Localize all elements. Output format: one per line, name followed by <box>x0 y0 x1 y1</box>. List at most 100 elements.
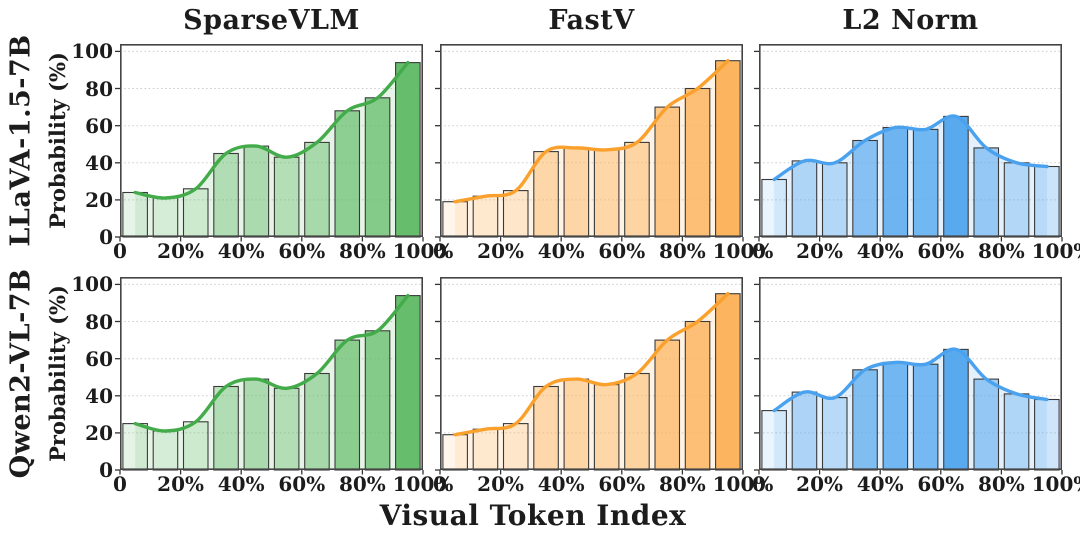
bar <box>533 151 559 238</box>
panel-border <box>120 277 423 470</box>
bar <box>973 378 1000 471</box>
bar <box>684 87 711 238</box>
x-tick-label: 40% <box>217 472 265 496</box>
bar <box>442 201 468 238</box>
x-tick-label: 0 <box>752 239 766 263</box>
x-tick-label: 100% <box>392 239 454 263</box>
x-tick-label: 60% <box>917 472 965 496</box>
y-tick-label: 80 <box>85 309 113 334</box>
trend-line <box>453 59 730 204</box>
bar <box>624 141 650 238</box>
chart-panel-llava-1-5-7b-fastv <box>435 44 744 242</box>
bar <box>912 128 939 238</box>
bar <box>715 293 741 471</box>
y-tick-label: 0 <box>99 225 113 249</box>
bar <box>912 363 939 471</box>
chart-panel-llava-1-5-7b-l2-norm <box>754 44 1063 242</box>
bar <box>213 385 239 471</box>
bar <box>533 385 559 471</box>
bar <box>213 152 239 238</box>
trend-line <box>772 114 1049 182</box>
x-tick-label: 0 <box>113 239 127 263</box>
x-tick-label: 20% <box>796 239 844 263</box>
panel-title-sparsevlm: SparseVLM <box>183 4 360 36</box>
x-tick-label: 100% <box>1031 472 1080 496</box>
chart-panel-qwen2-vl-7b-l2-norm <box>754 277 1063 475</box>
x-tick-label: 20% <box>157 472 205 496</box>
x-tick-label: 100% <box>392 472 454 496</box>
panel-border <box>759 277 1062 470</box>
bar <box>943 115 969 238</box>
x-tick-label: 100% <box>712 239 774 263</box>
x-tick-label: 80% <box>658 472 706 496</box>
row-label-0: LLaVA-1.5-7B <box>0 34 42 246</box>
bar <box>761 178 787 238</box>
chart-panel-qwen2-vl-7b-sparsevlm <box>115 277 424 475</box>
bar <box>182 188 209 238</box>
panel-title-fastv: FastV <box>548 4 635 36</box>
x-tick-label: 20% <box>477 239 525 263</box>
bar <box>882 361 909 471</box>
y-tick-label: 40 <box>85 150 113 175</box>
x-tick-label: 60% <box>278 472 326 496</box>
x-axis-label: Visual Token Index <box>379 499 687 532</box>
y-tick-label: 40 <box>85 383 113 408</box>
trend-line <box>133 60 410 200</box>
bar <box>563 147 590 238</box>
bar <box>273 156 300 238</box>
bar <box>1003 393 1030 471</box>
x-tick-label: 40% <box>217 239 265 263</box>
trend-line <box>453 292 730 437</box>
y-tick-label: 60 <box>85 113 113 138</box>
x-tick-label: 40% <box>537 472 585 496</box>
x-tick-label: 0 <box>113 472 127 496</box>
bar <box>821 397 848 471</box>
y-tick-label: 80 <box>85 76 113 101</box>
y-tick-label: 0 <box>99 458 113 482</box>
bar <box>395 62 421 238</box>
panel-border <box>759 44 1062 237</box>
bar <box>243 145 270 238</box>
x-tick-label: 100% <box>1031 239 1080 263</box>
bar <box>1034 165 1060 238</box>
x-tick-label: 20% <box>477 472 525 496</box>
bar <box>243 378 270 471</box>
bar <box>304 372 330 471</box>
bar <box>273 387 300 471</box>
x-tick-label: 0 <box>433 239 447 263</box>
bar <box>1034 398 1060 471</box>
x-tick-label: 20% <box>796 472 844 496</box>
x-tick-label: 80% <box>658 239 706 263</box>
bar <box>943 348 969 471</box>
chart-panel-llava-1-5-7b-sparsevlm <box>115 44 424 242</box>
trend-line <box>133 293 410 433</box>
x-tick-label: 60% <box>598 472 646 496</box>
bar <box>563 378 590 471</box>
bar <box>364 330 391 471</box>
bar <box>122 191 148 238</box>
bar <box>715 60 741 238</box>
bar <box>821 162 848 238</box>
row-label-text: LLaVA-1.5-7B <box>5 34 37 247</box>
bar <box>624 372 650 471</box>
x-tick-label: 60% <box>598 239 646 263</box>
bar <box>593 149 620 238</box>
y-tick-label: 100 <box>71 39 113 64</box>
x-tick-label: 0 <box>433 472 447 496</box>
bar <box>152 430 179 471</box>
bar <box>761 410 787 471</box>
row-label-1: Qwen2-VL-7B <box>0 269 42 479</box>
y-tick-label: 100 <box>71 272 113 297</box>
bar <box>472 428 499 471</box>
trend-line <box>772 347 1049 413</box>
bar <box>152 197 179 238</box>
bar <box>334 110 361 238</box>
bar <box>593 384 620 471</box>
panel-border <box>440 44 743 237</box>
panel-border <box>440 277 743 470</box>
x-tick-label: 0 <box>752 472 766 496</box>
chart-panel-qwen2-vl-7b-fastv <box>435 277 744 475</box>
bar <box>654 339 681 471</box>
y-tick-label: 20 <box>85 420 113 445</box>
